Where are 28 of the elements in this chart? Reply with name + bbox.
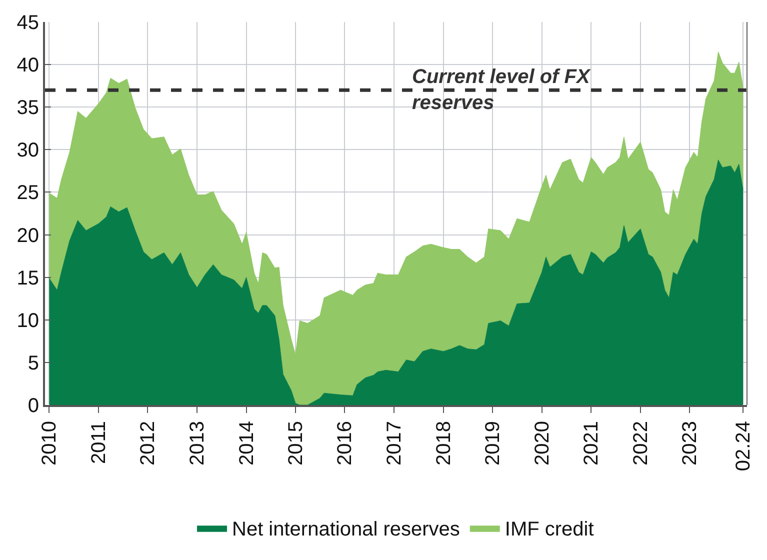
y-tick-label: 5 <box>28 352 39 374</box>
x-tick-label: 2023 <box>679 421 702 466</box>
y-tick-label: 40 <box>16 54 39 77</box>
x-tick-label: 2019 <box>482 421 504 466</box>
x-tick-label: 2010 <box>38 421 61 466</box>
x-tick-label: 2021 <box>580 421 603 466</box>
x-tick-label: 02.24 <box>732 421 755 472</box>
x-tick-label: 2013 <box>186 421 209 466</box>
x-tick-label: 2017 <box>384 421 406 466</box>
x-tick-label: 2012 <box>137 421 160 466</box>
y-tick-label: 25 <box>16 182 39 204</box>
y-tick-label: 20 <box>16 224 39 247</box>
x-tick-label: 2022 <box>630 421 652 466</box>
y-tick-label: 0 <box>28 395 39 417</box>
x-tick-label: 2020 <box>531 421 554 466</box>
x-tick-label: 2014 <box>236 421 258 466</box>
x-tick-label: 2011 <box>88 421 110 464</box>
y-tick-label: 35 <box>16 97 39 120</box>
legend-label: Net international reserves <box>232 518 460 541</box>
y-tick-label: 45 <box>16 12 39 34</box>
x-tick-label: 2016 <box>334 421 356 466</box>
y-tick-label: 10 <box>16 310 39 332</box>
x-tick-label: 2015 <box>285 421 307 466</box>
y-tick-label: 15 <box>16 267 39 290</box>
ref-line-label: Current level of FX reserves <box>412 66 592 114</box>
y-tick-label: 30 <box>16 140 39 162</box>
x-tick-label: 2018 <box>432 421 455 466</box>
legend-label: IMF credit <box>504 518 594 541</box>
